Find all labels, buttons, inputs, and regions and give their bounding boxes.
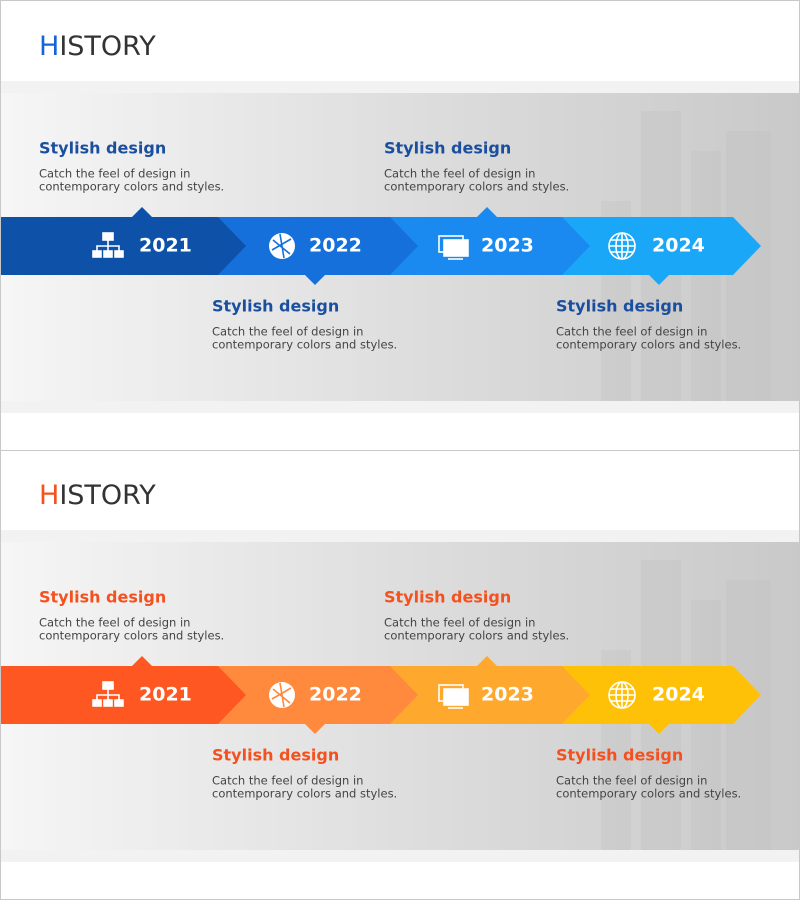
item-heading: Stylish design <box>556 746 683 765</box>
icon-part <box>92 250 102 258</box>
year: 2022 <box>309 235 362 257</box>
item-text: contemporary colors and styles. <box>39 180 224 194</box>
pointer <box>305 724 325 734</box>
title-initial: H <box>39 31 59 62</box>
timeline-segment <box>218 666 418 724</box>
icon-part <box>609 233 635 259</box>
year: 2024 <box>652 684 705 706</box>
icon <box>438 684 469 709</box>
year: 2021 <box>139 684 192 706</box>
title-initial: H <box>39 480 59 511</box>
pointer <box>477 656 497 666</box>
item-heading: Stylish design <box>212 746 339 765</box>
year: 2023 <box>481 235 534 257</box>
icon-part <box>102 232 114 241</box>
item-heading: Stylish design <box>39 139 166 158</box>
icon-part <box>114 250 124 258</box>
year: 2022 <box>309 684 362 706</box>
slide: HISTORY Stylish design Catch the feel of d… <box>1 450 799 862</box>
item-text: Catch the feel of design in <box>39 167 190 181</box>
timeline-segment <box>390 217 590 275</box>
icon-part <box>443 688 469 706</box>
item-text: contemporary colors and styles. <box>384 629 569 643</box>
pointer <box>132 656 152 666</box>
pointer <box>132 207 152 217</box>
icon-part <box>92 699 102 707</box>
item-text: contemporary colors and styles. <box>384 180 569 194</box>
icon <box>608 232 636 260</box>
building <box>691 151 721 401</box>
icon <box>269 682 295 708</box>
item-text: contemporary colors and styles. <box>212 787 397 801</box>
timeline-segment <box>1 217 246 275</box>
year: 2021 <box>139 235 192 257</box>
timeline-segment <box>562 666 761 724</box>
icon <box>438 235 469 260</box>
icon-part <box>96 689 120 700</box>
item-text: contemporary colors and styles. <box>556 338 741 352</box>
pointer <box>305 275 325 285</box>
timeline-segment <box>562 217 761 275</box>
item-heading: Stylish design <box>556 297 683 316</box>
item-text: Catch the feel of design in <box>556 774 707 788</box>
icon-part <box>271 682 292 708</box>
icon-part <box>103 250 113 258</box>
title-rest: ISTORY <box>59 480 156 511</box>
year: 2024 <box>652 235 705 257</box>
item-text: contemporary colors and styles. <box>212 338 397 352</box>
item-text: contemporary colors and styles. <box>39 629 224 643</box>
year: 2023 <box>481 684 534 706</box>
timeline-segment <box>390 666 590 724</box>
icon-part <box>102 681 114 690</box>
pointer <box>649 275 669 285</box>
icon <box>92 232 124 258</box>
icon <box>92 681 124 707</box>
icon-part <box>609 682 635 708</box>
item-text: Catch the feel of design in <box>212 325 363 339</box>
slide: HISTORY Stylish design Catch the feel of d… <box>1 31 799 413</box>
pointer <box>649 724 669 734</box>
title-rest: ISTORY <box>59 31 156 62</box>
icon-part <box>114 699 124 707</box>
icon <box>608 681 636 709</box>
slide-title: HISTORY <box>39 31 156 62</box>
timeline-segment <box>218 217 418 275</box>
icon-part <box>103 699 113 707</box>
item-text: Catch the feel of design in <box>212 774 363 788</box>
pointer <box>477 207 497 217</box>
icon-part <box>271 233 292 259</box>
icon-part <box>96 240 120 251</box>
item-heading: Stylish design <box>39 588 166 607</box>
item-heading: Stylish design <box>212 297 339 316</box>
item-text: Catch the feel of design in <box>556 325 707 339</box>
item-text: Catch the feel of design in <box>384 616 535 630</box>
item-heading: Stylish design <box>384 139 511 158</box>
building <box>691 600 721 850</box>
item-text: Catch the feel of design in <box>39 616 190 630</box>
icon-part <box>443 239 469 257</box>
timeline-segment <box>1 666 246 724</box>
slide-title: HISTORY <box>39 480 156 511</box>
item-text: Catch the feel of design in <box>384 167 535 181</box>
item-text: contemporary colors and styles. <box>556 787 741 801</box>
icon <box>269 233 295 259</box>
item-heading: Stylish design <box>384 588 511 607</box>
